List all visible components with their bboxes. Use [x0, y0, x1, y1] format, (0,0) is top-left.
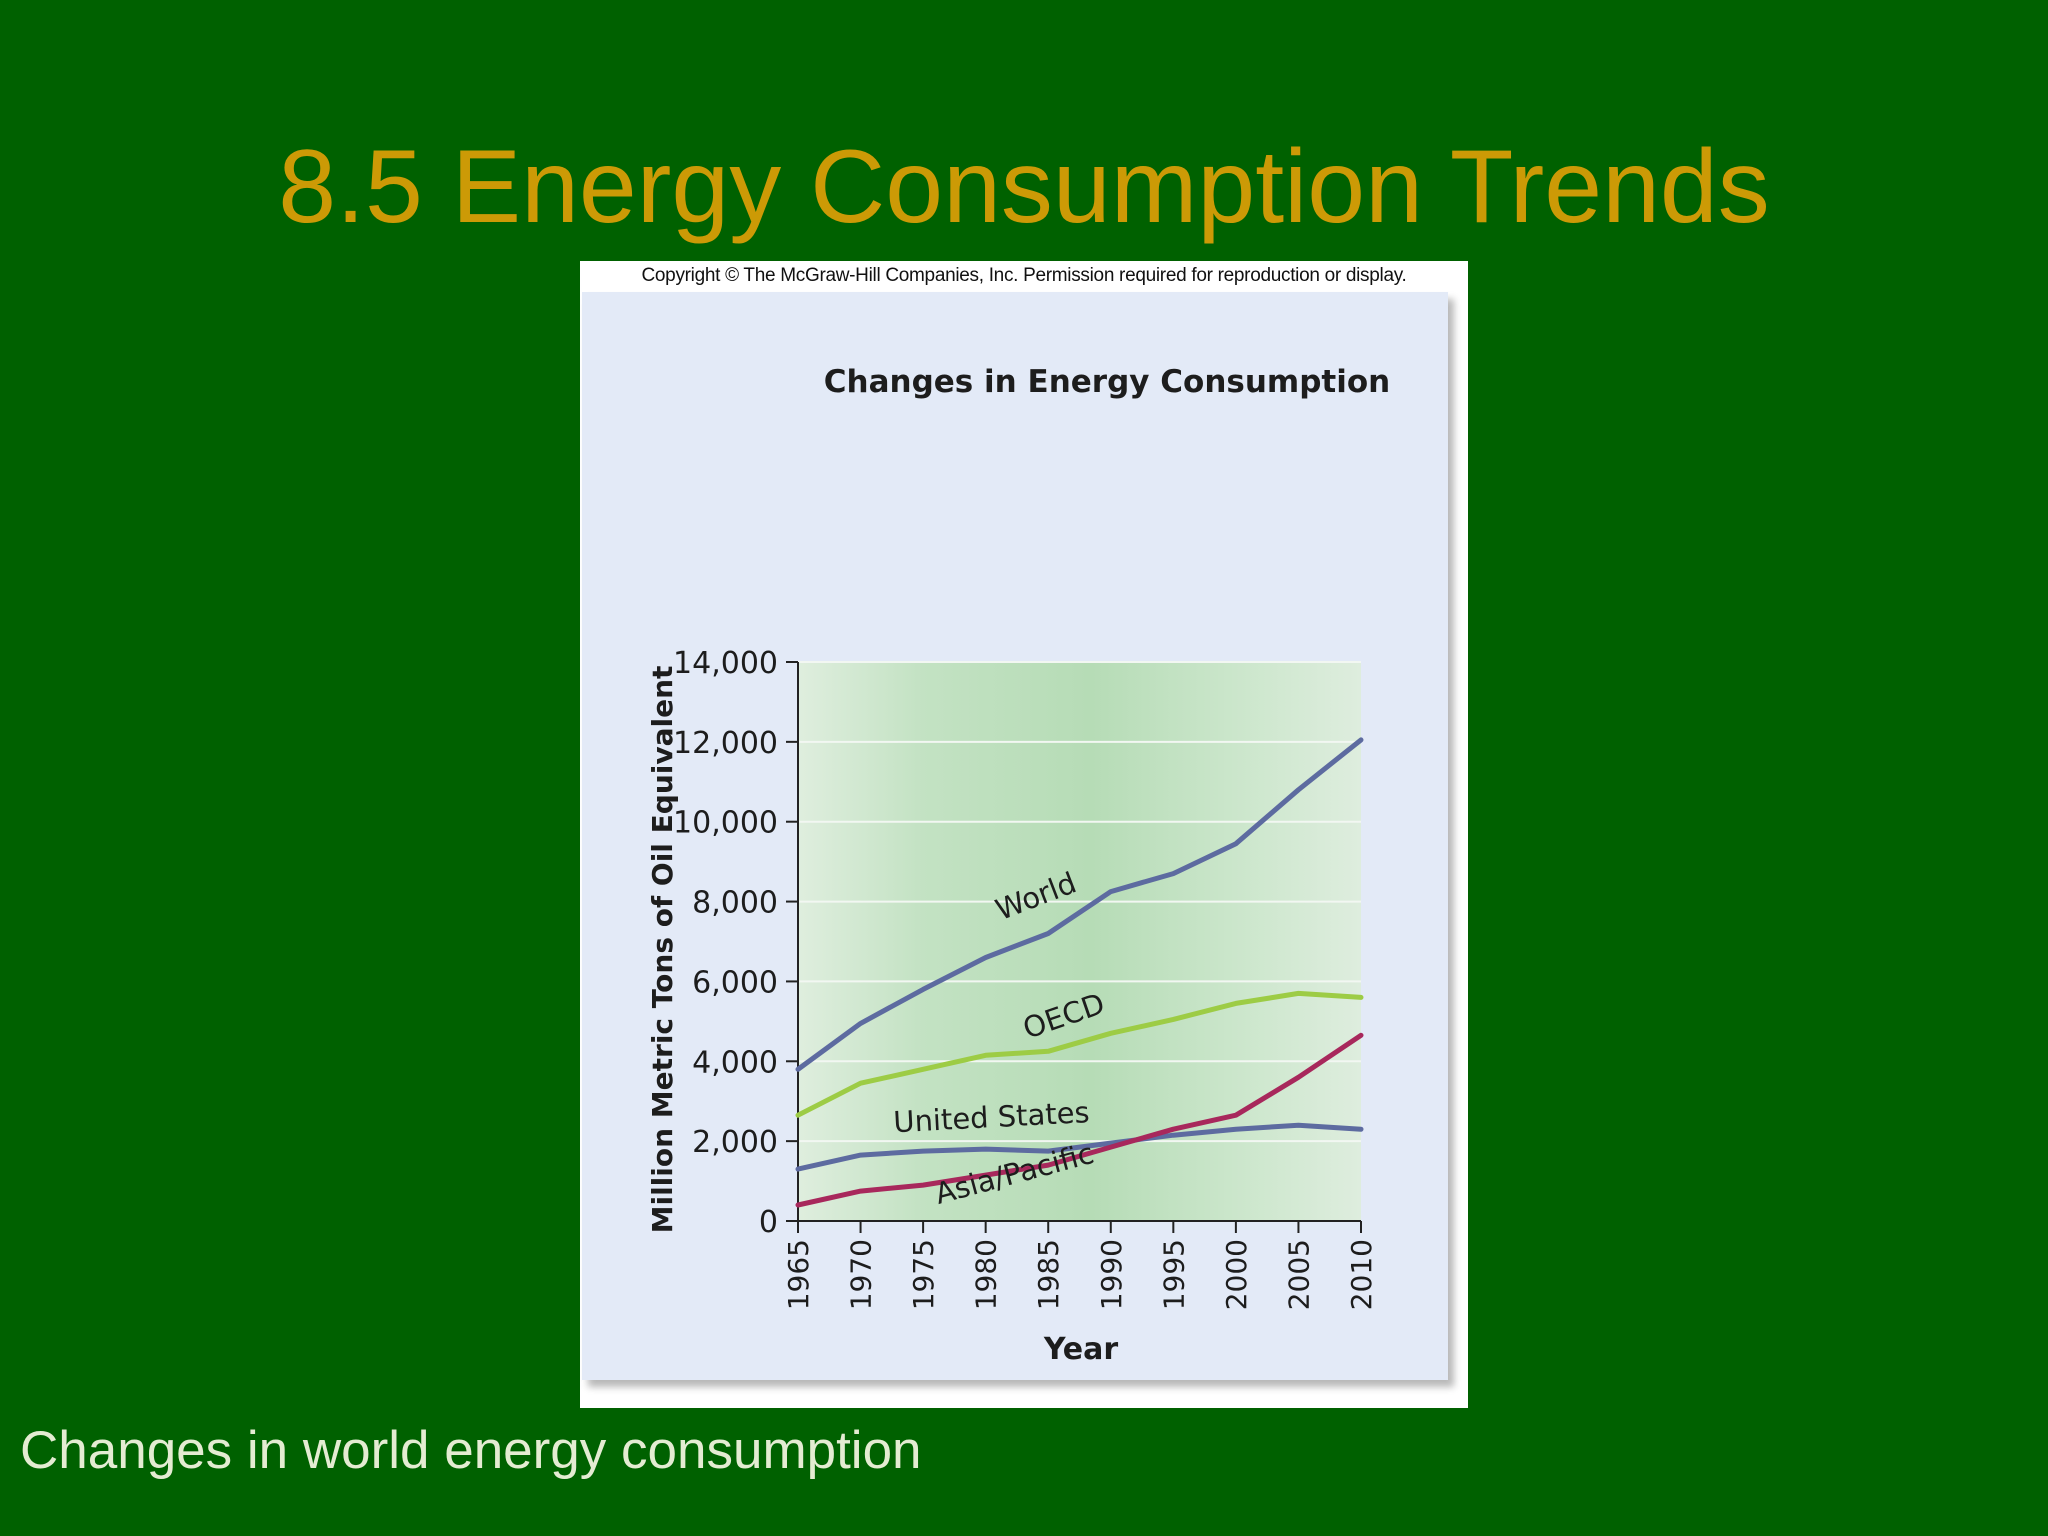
y-tick-label: 4,000	[692, 1045, 778, 1080]
figure: Copyright © The McGraw-Hill Companies, I…	[580, 261, 1468, 1408]
series-line-oecd	[795, 990, 1364, 1118]
x-tick-label: 2010	[1345, 1239, 1378, 1310]
x-tick-label: 1980	[970, 1239, 1003, 1310]
x-tick-label: 1990	[1095, 1239, 1128, 1310]
x-tick-label: 1970	[845, 1239, 878, 1310]
y-tick-label: 12,000	[673, 726, 778, 761]
y-tick-label: 8,000	[692, 886, 778, 921]
y-tick-label: 14,000	[673, 646, 778, 681]
x-axis-label: Year	[1043, 1332, 1119, 1367]
series-line-united-states	[795, 1122, 1364, 1172]
series-lines	[795, 737, 1364, 1208]
x-tick-label: 1985	[1032, 1239, 1065, 1310]
y-tick-label: 2,000	[692, 1125, 778, 1160]
x-tick-label: 1975	[907, 1239, 940, 1310]
plot-area	[798, 662, 1361, 1221]
x-tick-label: 2005	[1282, 1239, 1315, 1310]
chart-panel: 0 2,000 4,000 6,000 8,000 10,000 12,000 14,000 1…	[582, 292, 1448, 1380]
y-tick-label: 6,000	[692, 965, 778, 1000]
x-tick-label: 2000	[1220, 1239, 1253, 1310]
y-tick-label: 10,000	[673, 806, 778, 841]
y-tick-label: 0	[759, 1205, 778, 1240]
grid-lines	[798, 661, 1361, 1143]
x-tick-label: 1995	[1157, 1239, 1190, 1310]
axes: 0 2,000 4,000 6,000 8,000 10,000 12,000 14,000 1…	[673, 646, 1378, 1310]
series-line-asia-pacific	[795, 1032, 1364, 1208]
x-tick-label: 1965	[782, 1239, 815, 1310]
slide-caption: Changes in world energy consumption	[20, 1421, 922, 1480]
slide-title: 8.5 Energy Consumption Trends	[278, 129, 1770, 245]
series-line-world	[795, 737, 1364, 1072]
chart-title: Changes in Energy Consumption	[824, 364, 1390, 400]
y-axis-label: Million Metric Tons of Oil Equivalent	[646, 666, 679, 1234]
copyright-notice: Copyright © The McGraw-Hill Companies, I…	[641, 265, 1407, 286]
energy-chart: 0 2,000 4,000 6,000 8,000 10,000 12,000 14,000 1…	[646, 364, 1390, 1367]
